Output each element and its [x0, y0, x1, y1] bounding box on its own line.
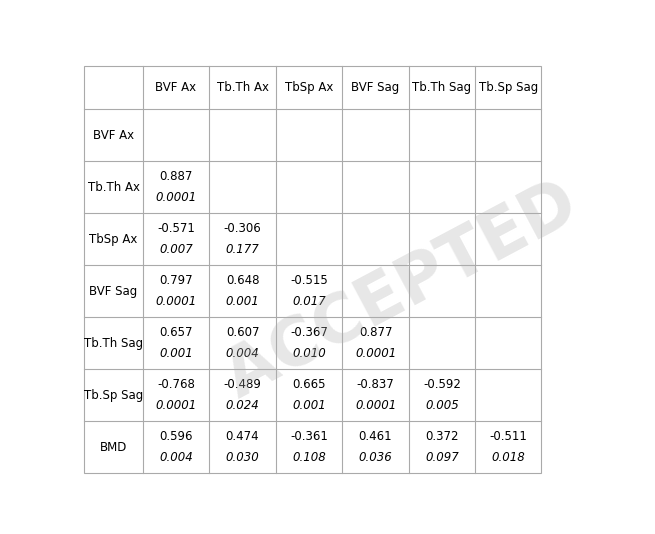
Text: 0.177: 0.177	[226, 243, 259, 256]
Text: 0.007: 0.007	[159, 243, 193, 256]
Text: 0.018: 0.018	[491, 451, 525, 464]
Text: TbSp Ax: TbSp Ax	[285, 81, 333, 94]
Text: Tb.Th Ax: Tb.Th Ax	[217, 81, 269, 94]
Text: 0.0001: 0.0001	[355, 347, 396, 360]
Text: BVF Sag: BVF Sag	[352, 81, 400, 94]
Text: 0.030: 0.030	[226, 451, 259, 464]
Text: -0.367: -0.367	[290, 326, 328, 339]
Text: Tb.Th Sag: Tb.Th Sag	[413, 81, 472, 94]
Text: 0.877: 0.877	[359, 326, 392, 339]
Text: 0.005: 0.005	[425, 399, 459, 412]
Text: Tb.Th Ax: Tb.Th Ax	[88, 180, 140, 194]
Text: 0.0001: 0.0001	[155, 191, 196, 204]
Text: BMD: BMD	[100, 441, 127, 454]
Text: 0.648: 0.648	[226, 274, 259, 287]
Text: 0.797: 0.797	[159, 274, 193, 287]
Text: ACCEPTED: ACCEPTED	[214, 169, 590, 411]
Text: 0.108: 0.108	[292, 451, 326, 464]
Text: TbSp Ax: TbSp Ax	[90, 233, 138, 246]
Text: -0.511: -0.511	[489, 430, 527, 443]
Text: -0.306: -0.306	[223, 222, 261, 235]
Text: BVF Ax: BVF Ax	[93, 129, 134, 142]
Text: 0.596: 0.596	[159, 430, 193, 443]
Text: 0.607: 0.607	[226, 326, 259, 339]
Text: 0.474: 0.474	[226, 430, 259, 443]
Text: 0.001: 0.001	[159, 347, 193, 360]
Text: 0.017: 0.017	[292, 295, 326, 308]
Text: Tb.Sp Sag: Tb.Sp Sag	[479, 81, 538, 94]
Text: 0.665: 0.665	[292, 378, 326, 391]
Text: 0.887: 0.887	[159, 170, 193, 183]
Text: 0.0001: 0.0001	[355, 399, 396, 412]
Text: -0.571: -0.571	[157, 222, 195, 235]
Text: 0.097: 0.097	[425, 451, 459, 464]
Text: 0.024: 0.024	[226, 399, 259, 412]
Text: -0.592: -0.592	[423, 378, 461, 391]
Text: -0.837: -0.837	[357, 378, 394, 391]
Text: 0.001: 0.001	[226, 295, 259, 308]
Text: Tb.Sp Sag: Tb.Sp Sag	[84, 389, 143, 402]
Text: 0.004: 0.004	[226, 347, 259, 360]
Text: BVF Ax: BVF Ax	[155, 81, 196, 94]
Text: BVF Sag: BVF Sag	[90, 285, 138, 297]
Text: 0.372: 0.372	[425, 430, 458, 443]
Text: 0.036: 0.036	[359, 451, 392, 464]
Text: Tb.Th Sag: Tb.Th Sag	[84, 336, 143, 350]
Text: 0.461: 0.461	[359, 430, 392, 443]
Text: 0.001: 0.001	[292, 399, 326, 412]
Text: -0.515: -0.515	[290, 274, 328, 287]
Text: -0.489: -0.489	[223, 378, 261, 391]
Text: 0.0001: 0.0001	[155, 399, 196, 412]
Text: 0.0001: 0.0001	[155, 295, 196, 308]
Text: 0.010: 0.010	[292, 347, 326, 360]
Text: -0.768: -0.768	[157, 378, 195, 391]
Text: -0.361: -0.361	[290, 430, 328, 443]
Text: 0.657: 0.657	[159, 326, 193, 339]
Text: 0.004: 0.004	[159, 451, 193, 464]
